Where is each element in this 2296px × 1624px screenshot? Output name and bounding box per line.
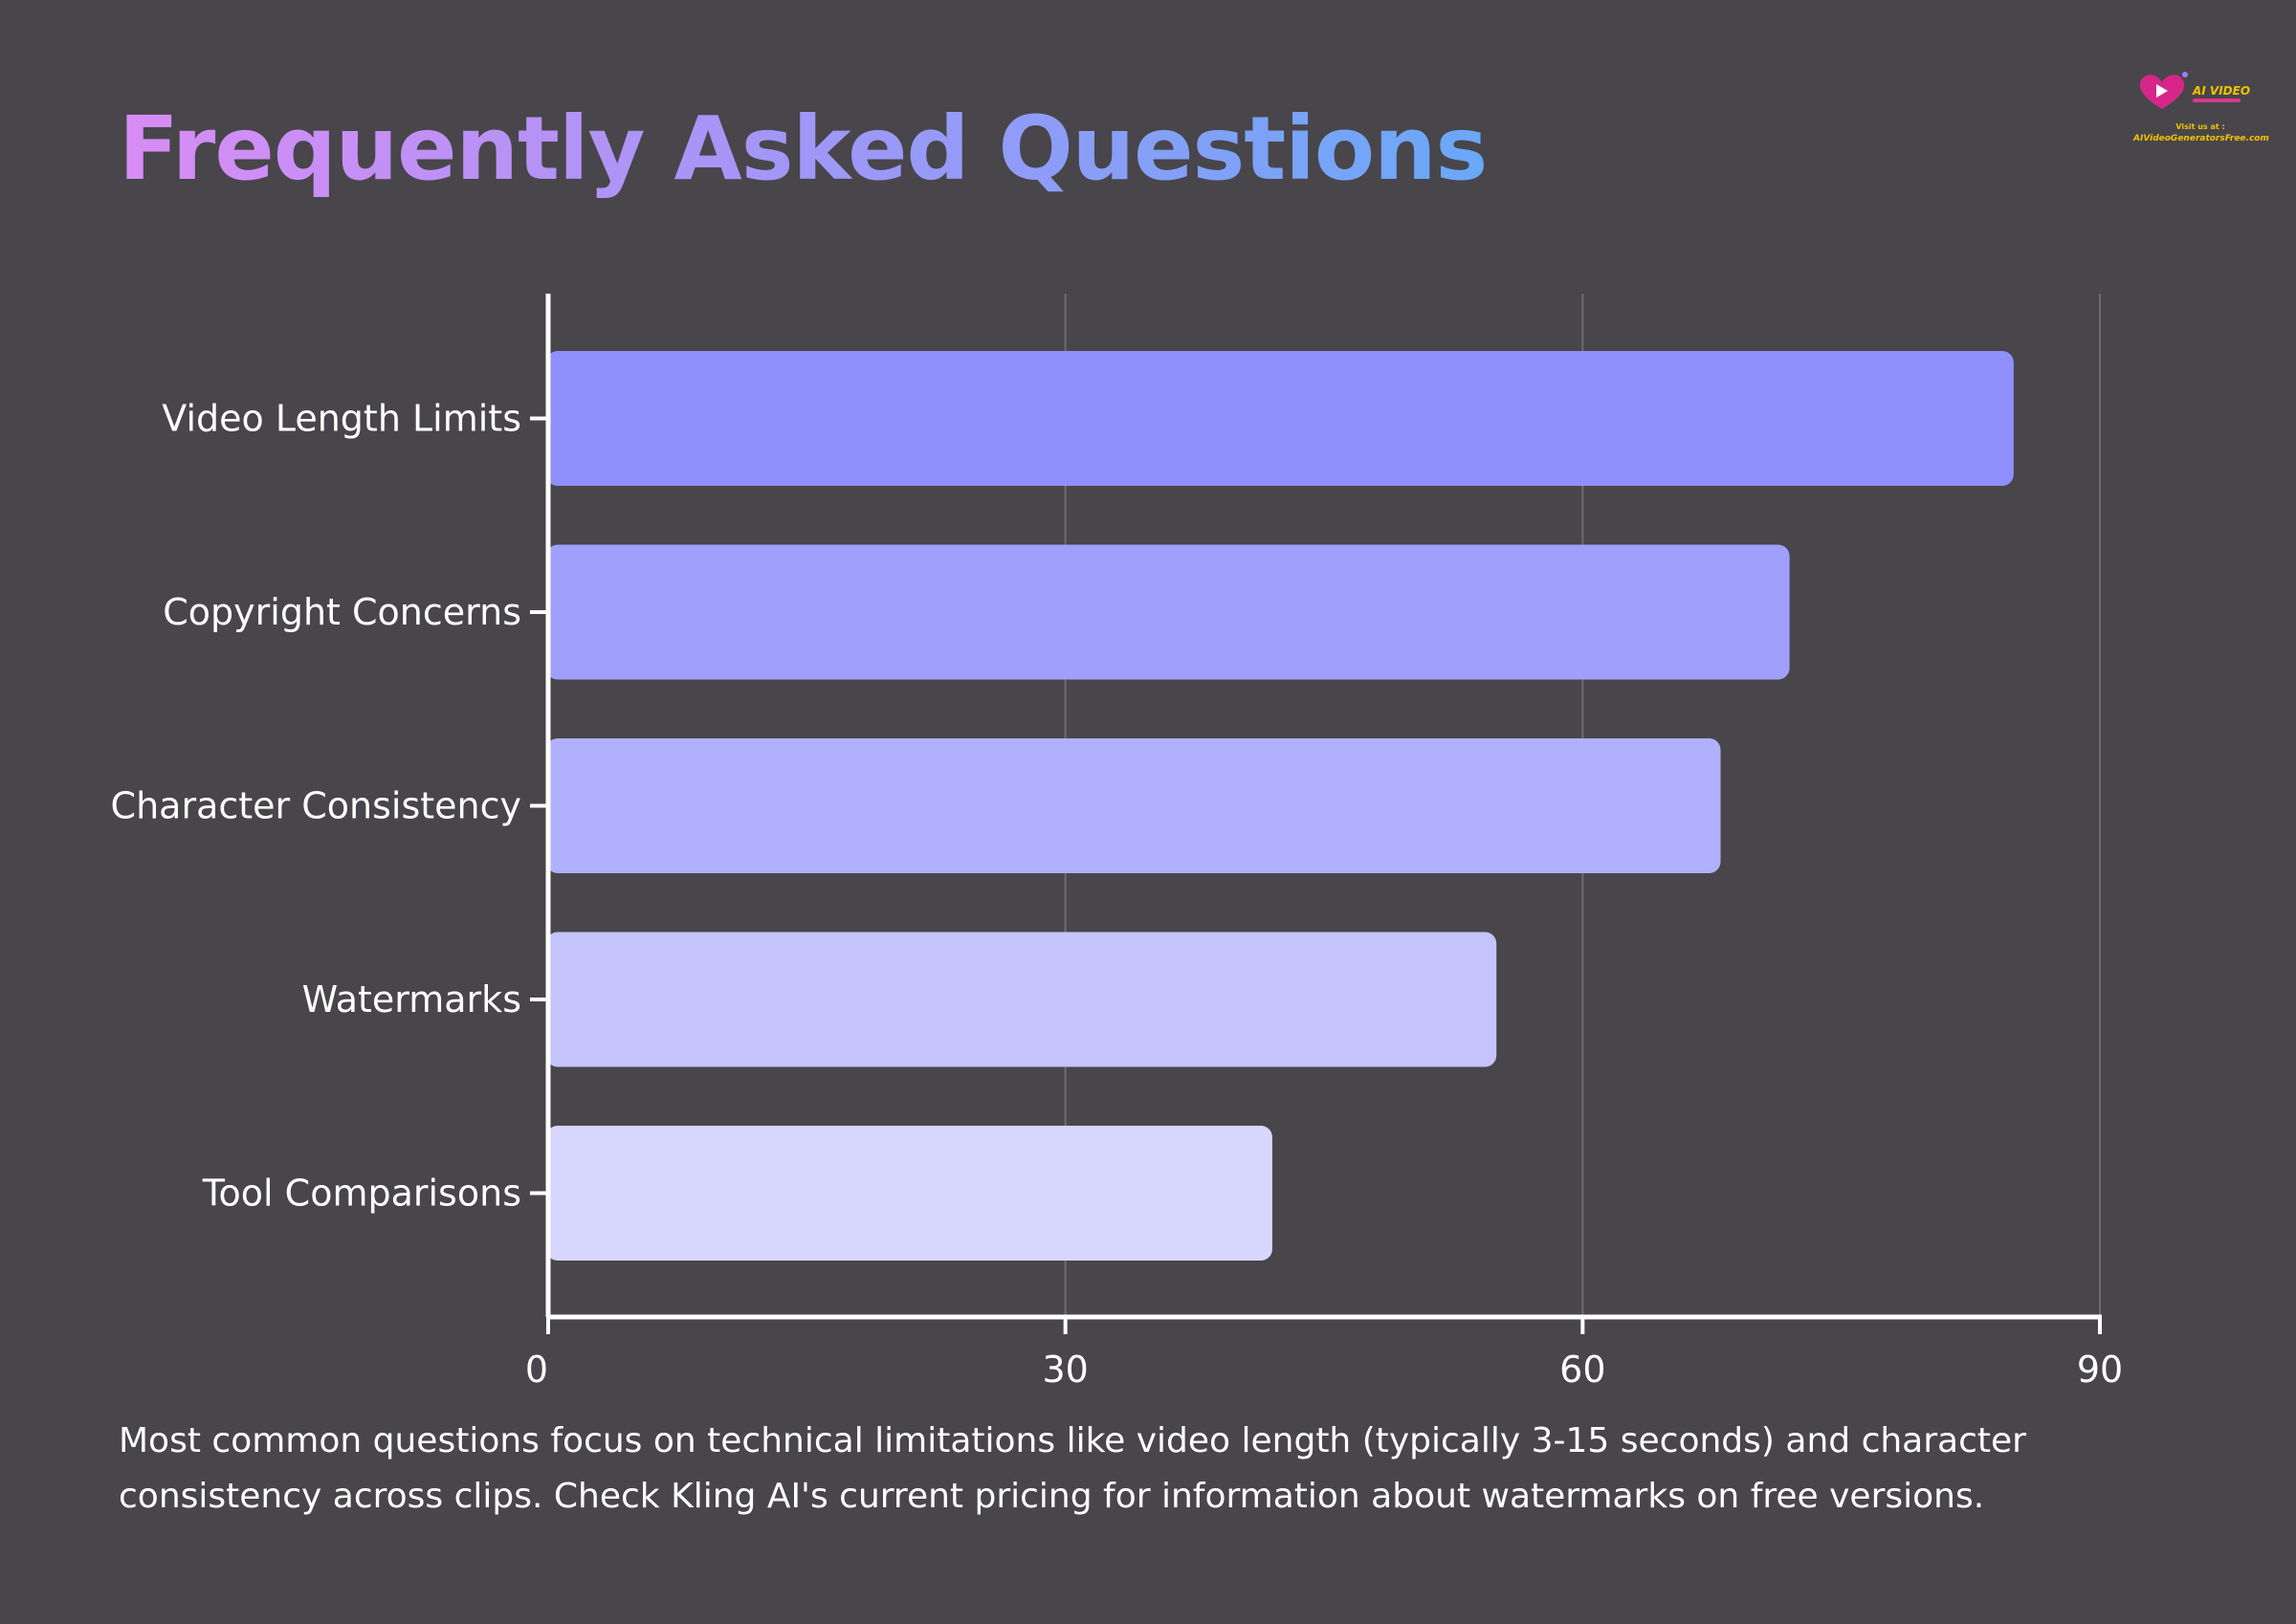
category-label: Video Length Limits [162, 398, 521, 440]
category-label: Tool Comparisons [202, 1173, 521, 1215]
chart-caption: Most common questions focus on technical… [119, 1421, 2026, 1516]
bar [546, 351, 2014, 486]
bar [546, 1126, 1272, 1261]
logo-visit-text: Visit us at : [2175, 122, 2225, 131]
bar [546, 544, 1790, 680]
chart-title: Frequently Asked Questions [119, 92, 1488, 207]
x-tick-label: 90 [2077, 1349, 2123, 1391]
site-logo[interactable]: AI VIDEO Visit us at : AIVideoGenerators… [2133, 67, 2269, 153]
logo-site-url[interactable]: AIVideoGeneratorsFree.com [2133, 134, 2269, 143]
category-label: Character Consistency [111, 785, 521, 827]
x-tick-label: 60 [1559, 1349, 1605, 1391]
logo-subtitle-bar [2193, 99, 2241, 102]
bar [546, 932, 1497, 1067]
play-heart-icon [2139, 72, 2188, 109]
bar [546, 738, 1721, 873]
category-label: Copyright Concerns [163, 591, 521, 633]
x-tick-label: 30 [1042, 1349, 1088, 1391]
category-label: Watermarks [302, 978, 521, 1020]
logo-brand-text: AI VIDEO [2193, 84, 2251, 98]
x-tick-label: 0 [525, 1349, 548, 1391]
